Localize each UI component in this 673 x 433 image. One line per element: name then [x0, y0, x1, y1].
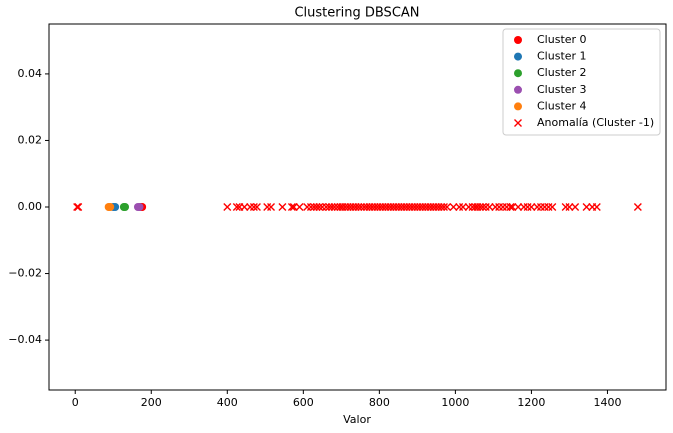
x-marker: [354, 203, 363, 211]
x-marker: [306, 203, 315, 211]
legend-label: Cluster 3: [537, 83, 587, 96]
x-marker: [223, 203, 232, 211]
x-marker: [289, 203, 298, 211]
y-tick-label: −0.04: [8, 333, 42, 346]
x-axis-label: Valor: [343, 413, 371, 426]
point: [135, 203, 144, 211]
x-marker: [565, 203, 574, 211]
x-tick-label: 400: [217, 396, 238, 409]
x-tick-label: 200: [141, 396, 162, 409]
x-marker: [437, 203, 446, 211]
x-marker: [582, 203, 591, 211]
x-tick-label: 0: [72, 396, 79, 409]
x-marker: [633, 203, 642, 211]
x-marker: [506, 203, 515, 211]
x-marker: [514, 203, 523, 211]
x-tick-label: 1000: [441, 396, 469, 409]
x-marker: [439, 203, 448, 211]
x-tick-label: 1200: [517, 396, 545, 409]
plot-frame: [48, 23, 667, 391]
x-marker: [592, 203, 601, 211]
x-marker: [478, 203, 487, 211]
x-marker: [485, 203, 494, 211]
legend-marker: [514, 52, 522, 61]
x-marker: [240, 203, 249, 211]
point: [106, 203, 115, 211]
x-marker: [295, 203, 304, 211]
x-marker: [287, 203, 296, 211]
legend-marker: [514, 119, 522, 127]
legend-label: Cluster 1: [537, 50, 587, 63]
x-marker: [571, 203, 580, 211]
x-marker: [322, 203, 331, 211]
x-marker: [249, 203, 258, 211]
x-tick-label: 600: [293, 396, 314, 409]
y-tick-label: 0.02: [18, 133, 43, 146]
x-marker: [267, 203, 276, 211]
x-marker: [330, 203, 339, 211]
legend-label: Cluster 4: [537, 99, 587, 112]
legend-marker: [514, 36, 522, 44]
legend-label: Cluster 2: [537, 66, 587, 79]
x-marker: [252, 203, 261, 211]
x-marker: [449, 203, 458, 211]
x-marker: [508, 203, 517, 211]
x-marker: [74, 203, 83, 211]
legend-box: [502, 28, 661, 136]
x-marker: [476, 203, 485, 211]
x-marker: [458, 203, 467, 211]
x-marker: [357, 203, 366, 211]
x-tick-label: 800: [369, 396, 390, 409]
y-tick-label: 0.04: [18, 67, 43, 80]
point: [121, 203, 130, 211]
x-marker: [232, 203, 241, 211]
x-marker: [278, 203, 287, 211]
x-marker: [527, 203, 536, 211]
y-tick-label: −0.02: [8, 267, 42, 280]
y-tick-label: 0.00: [18, 200, 43, 213]
x-marker: [312, 203, 321, 211]
x-marker: [327, 203, 336, 211]
x-marker: [548, 203, 557, 211]
x-tick-label: 1400: [593, 396, 621, 409]
x-marker: [315, 203, 324, 211]
legend-label: Cluster 0: [537, 33, 587, 46]
x-marker: [73, 203, 82, 211]
chart-title: Clustering DBSCAN: [294, 6, 419, 21]
x-marker: [443, 203, 452, 211]
legend-marker: [514, 85, 522, 94]
legend-label: Anomalía (Cluster -1): [537, 116, 654, 129]
legend-marker: [514, 69, 522, 78]
legend-marker: [514, 102, 522, 111]
